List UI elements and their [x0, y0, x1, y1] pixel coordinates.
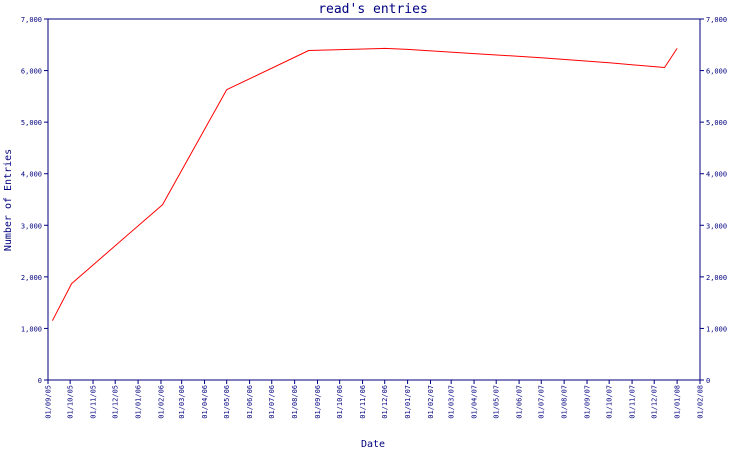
y-tick-label-right: 2,000 [706, 274, 727, 282]
y-tick-label-right: 4,000 [706, 171, 727, 179]
x-tick-label: 01/06/06 [246, 385, 254, 419]
x-tick-label: 01/09/06 [314, 385, 322, 419]
x-tick-label: 01/03/06 [178, 385, 186, 419]
y-tick-label-right: 7,000 [706, 16, 727, 24]
x-tick-label: 01/01/07 [404, 385, 412, 419]
y-tick-label-right: 5,000 [706, 119, 727, 127]
x-tick-label: 01/12/06 [381, 385, 389, 419]
x-tick-label: 01/11/07 [629, 385, 637, 419]
x-tick-label: 01/03/07 [448, 385, 456, 419]
x-tick-label: 01/08/07 [561, 385, 569, 419]
x-tick-label: 01/11/06 [359, 385, 367, 419]
y-tick-label-left: 4,000 [21, 171, 42, 179]
y-tick-label-left: 6,000 [21, 68, 42, 76]
y-tick-label-right: 3,000 [706, 222, 727, 230]
x-tick-label: 01/02/07 [427, 385, 435, 419]
y-tick-label-left: 2,000 [21, 274, 42, 282]
series-line-0 [51, 47, 678, 321]
x-tick-label: 01/02/08 [697, 385, 705, 419]
x-axis: 01/09/05 01/10/05 01/11/05 01/12/05 01/01/06… [45, 380, 705, 419]
x-tick-label: 01/04/07 [471, 385, 479, 419]
x-tick-label: 01/10/07 [606, 385, 614, 419]
x-tick-label: 01/01/06 [135, 385, 143, 419]
y-tick-label-right: 6,000 [706, 68, 727, 76]
x-tick-label: 01/10/06 [336, 385, 344, 419]
x-tick-label: 01/10/05 [67, 385, 75, 419]
chart-title: read's entries [318, 2, 428, 17]
x-tick-label: 01/04/06 [201, 385, 209, 419]
x-tick-label: 01/09/07 [584, 385, 592, 419]
y-tick-label-right: 1,000 [706, 325, 727, 333]
x-axis-label: Date [361, 439, 385, 450]
x-tick-label: 01/09/05 [45, 385, 53, 419]
y-axis-left: 0 1,000 2,000 3,000 4,000 5,000 6,000 7,000 [21, 16, 48, 385]
x-tick-label: 01/01/08 [674, 385, 682, 419]
series-layer [51, 47, 678, 321]
plot-area [47, 18, 701, 381]
x-tick-label: 01/05/06 [223, 385, 231, 419]
x-tick-label: 01/08/06 [291, 385, 299, 419]
x-tick-label: 01/11/05 [90, 385, 98, 419]
x-tick-label: 01/02/06 [157, 385, 165, 419]
y-tick-label-left: 7,000 [21, 16, 42, 24]
x-tick-label: 01/07/06 [268, 385, 276, 419]
y-tick-label-left: 3,000 [21, 222, 42, 230]
x-tick-label: 01/06/07 [516, 385, 524, 419]
x-tick-label: 01/07/07 [538, 385, 546, 419]
y-tick-label-left: 5,000 [21, 119, 42, 127]
y-axis-label: Number of Entries [3, 149, 14, 251]
y-axis-right: 0 1,000 2,000 3,000 4,000 5,000 6,000 7,000 [700, 16, 727, 385]
y-tick-label-right: 0 [706, 377, 710, 385]
x-tick-label: 01/05/07 [493, 385, 501, 419]
x-tick-label: 01/12/05 [112, 385, 120, 419]
y-tick-label-left: 1,000 [21, 325, 42, 333]
x-tick-label: 01/12/07 [651, 385, 659, 419]
y-tick-label-left: 0 [38, 377, 42, 385]
